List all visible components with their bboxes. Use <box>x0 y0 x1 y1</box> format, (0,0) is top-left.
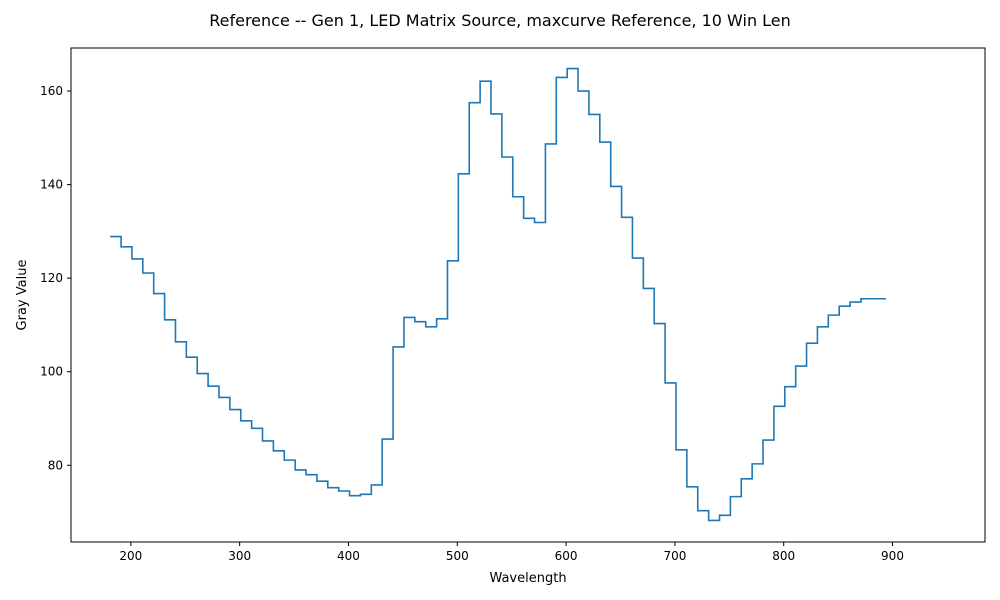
x-tick-label: 900 <box>881 549 904 563</box>
x-axis-label: Wavelength <box>489 571 566 586</box>
series-line <box>110 67 886 522</box>
plot-area <box>71 48 985 542</box>
y-tick-label: 120 <box>40 271 63 285</box>
x-tick-label: 600 <box>555 549 578 563</box>
chart-title: Reference -- Gen 1, LED Matrix Source, m… <box>209 11 791 30</box>
y-tick-label: 140 <box>40 178 63 192</box>
y-axis-label: Gray Value <box>15 260 30 331</box>
x-axis-ticks: 200 300 400 500 600 700 800 900 <box>119 542 904 563</box>
y-tick-label: 100 <box>40 365 63 379</box>
x-tick-label: 200 <box>119 549 142 563</box>
plot-frame <box>70 47 986 543</box>
x-tick-label: 700 <box>663 549 686 563</box>
x-tick-label: 800 <box>772 549 795 563</box>
x-tick-label: 300 <box>228 549 251 563</box>
x-tick-label: 400 <box>337 549 360 563</box>
y-tick-label: 160 <box>40 84 63 98</box>
y-axis-ticks: 80 100 120 140 160 <box>40 84 71 472</box>
y-tick-label: 80 <box>48 458 63 472</box>
x-tick-label: 500 <box>446 549 469 563</box>
